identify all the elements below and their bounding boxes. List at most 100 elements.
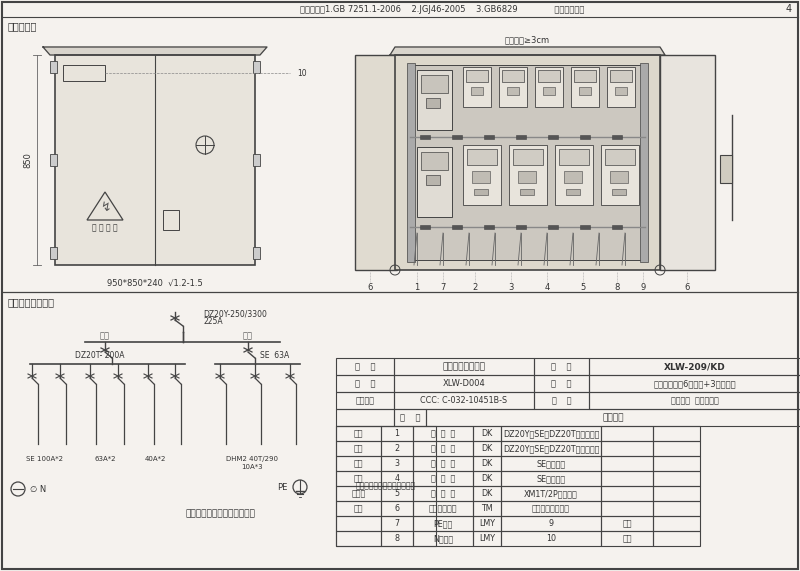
Bar xyxy=(410,65,645,260)
Text: DHM2 40T/290: DHM2 40T/290 xyxy=(226,456,278,462)
Bar xyxy=(336,426,436,546)
Text: DZ20Y（SE、DZ20T）透明系列: DZ20Y（SE、DZ20T）透明系列 xyxy=(503,429,599,438)
Bar xyxy=(501,486,601,501)
Text: 序    号: 序 号 xyxy=(400,413,420,422)
Bar xyxy=(653,471,700,486)
Bar xyxy=(484,225,494,229)
Text: 4: 4 xyxy=(394,474,399,483)
Text: DK: DK xyxy=(482,444,493,453)
Bar xyxy=(607,67,635,107)
Bar xyxy=(653,456,700,471)
Bar xyxy=(381,486,413,501)
Bar xyxy=(660,55,715,270)
Text: ↯: ↯ xyxy=(100,200,110,214)
Text: SE透明系列: SE透明系列 xyxy=(537,474,566,483)
Bar xyxy=(253,61,260,73)
Text: 225A: 225A xyxy=(203,317,222,327)
Text: DZ20T- 200A: DZ20T- 200A xyxy=(75,352,125,360)
Text: SE透明系列: SE透明系列 xyxy=(537,459,566,468)
Bar xyxy=(336,516,381,531)
Bar xyxy=(50,247,57,259)
Bar xyxy=(336,426,381,441)
Text: 施工现场  级分配配电: 施工现场 级分配配电 xyxy=(670,396,718,405)
Bar xyxy=(413,531,473,546)
Bar xyxy=(473,531,501,546)
Bar xyxy=(394,409,426,426)
Bar xyxy=(520,189,534,195)
Bar xyxy=(653,516,700,531)
Bar xyxy=(336,392,394,409)
Text: 3: 3 xyxy=(394,459,399,468)
Bar xyxy=(548,225,558,229)
Text: 哈尔滨市龙瑞电气成套设备厂: 哈尔滨市龙瑞电气成套设备厂 xyxy=(185,509,255,518)
Bar xyxy=(516,135,526,139)
Text: 审核: 审核 xyxy=(354,474,363,483)
Text: DK: DK xyxy=(482,489,493,498)
Bar xyxy=(381,531,413,546)
Bar xyxy=(507,87,519,95)
Bar xyxy=(421,75,448,93)
Text: SE 100A*2: SE 100A*2 xyxy=(26,456,63,462)
Text: 950*850*240  √1.2-1.5: 950*850*240 √1.2-1.5 xyxy=(107,279,203,288)
Text: DZ20Y（SE、DZ20T）透明系列: DZ20Y（SE、DZ20T）透明系列 xyxy=(503,444,599,453)
Bar xyxy=(501,441,601,456)
Bar xyxy=(407,63,415,262)
Bar xyxy=(473,486,501,501)
Text: SE  63A: SE 63A xyxy=(260,352,290,360)
Text: 标牌: 标牌 xyxy=(622,534,632,543)
Text: 执行标准：1.GB 7251.1-2006    2.JGJ46-2005    3.GB6829              壳体颜色：黄: 执行标准：1.GB 7251.1-2006 2.JGJ46-2005 3.GB6… xyxy=(300,5,584,14)
Text: PE端子: PE端子 xyxy=(434,519,453,528)
Bar xyxy=(463,145,501,205)
Bar xyxy=(413,486,473,501)
Bar xyxy=(559,149,589,165)
Bar xyxy=(509,145,547,205)
Bar xyxy=(605,149,635,165)
Bar xyxy=(50,61,57,73)
Bar xyxy=(601,486,653,501)
Text: 断  路  器: 断 路 器 xyxy=(431,474,455,483)
Text: 40A*2: 40A*2 xyxy=(144,456,166,462)
Bar xyxy=(612,225,622,229)
Bar xyxy=(720,155,732,183)
Bar xyxy=(555,145,593,205)
Text: 标准化: 标准化 xyxy=(351,489,366,498)
Text: 6: 6 xyxy=(367,283,373,292)
Bar xyxy=(466,70,488,82)
Bar xyxy=(501,426,601,441)
Text: XLW-209/KD: XLW-209/KD xyxy=(664,362,726,371)
Bar xyxy=(413,426,473,441)
Bar xyxy=(336,358,394,375)
Bar xyxy=(548,135,558,139)
Bar xyxy=(381,516,413,531)
Bar xyxy=(473,471,501,486)
Bar xyxy=(653,486,700,501)
Bar xyxy=(612,135,622,139)
Text: 9: 9 xyxy=(549,519,554,528)
Text: 10A*3: 10A*3 xyxy=(241,464,263,470)
Text: 4: 4 xyxy=(544,283,550,292)
Text: 名    称: 名 称 xyxy=(354,362,375,371)
Bar xyxy=(420,135,430,139)
Bar xyxy=(395,55,660,270)
Text: 8: 8 xyxy=(614,283,620,292)
Bar xyxy=(253,247,260,259)
Bar xyxy=(484,135,494,139)
Bar xyxy=(543,87,555,95)
Bar xyxy=(534,392,589,409)
Text: 4: 4 xyxy=(786,4,792,14)
Bar xyxy=(413,456,473,471)
Bar xyxy=(472,171,490,183)
Text: 型    号: 型 号 xyxy=(551,362,572,371)
Bar xyxy=(394,358,534,375)
Text: 照明: 照明 xyxy=(243,332,253,340)
Text: 制图: 制图 xyxy=(354,444,363,453)
Bar xyxy=(601,471,653,486)
Bar xyxy=(471,87,483,95)
Bar xyxy=(601,501,653,516)
Text: 2: 2 xyxy=(472,283,478,292)
Text: 试验报告: 试验报告 xyxy=(355,396,374,405)
Bar xyxy=(589,375,800,392)
Text: DK: DK xyxy=(482,474,493,483)
Bar xyxy=(612,189,626,195)
Bar xyxy=(336,456,381,471)
